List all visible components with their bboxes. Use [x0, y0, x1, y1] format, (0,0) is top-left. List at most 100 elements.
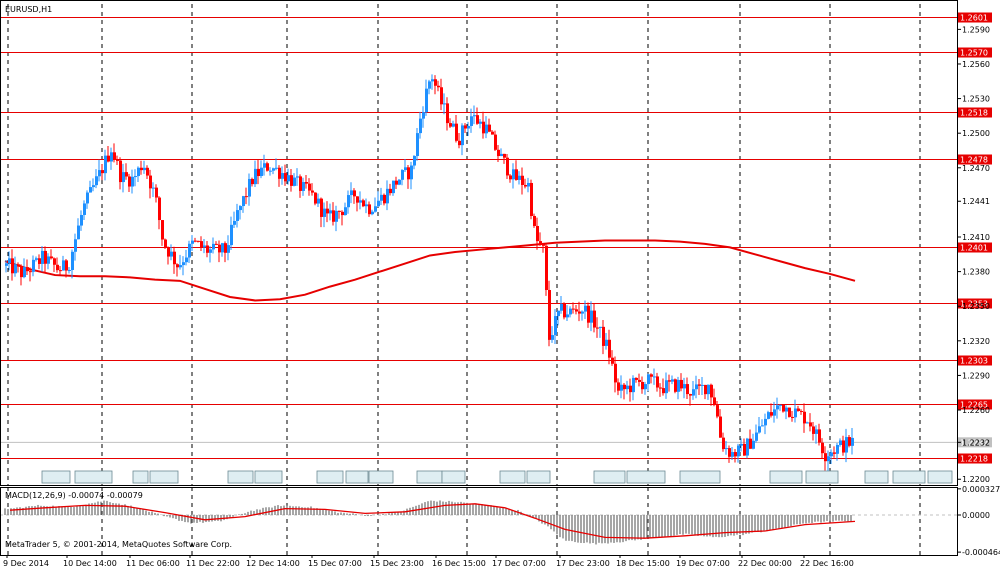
price-tick-label: 1.2590: [962, 25, 990, 34]
bull-candle: [365, 204, 368, 207]
bear-candle: [194, 240, 197, 242]
bull-candle: [707, 384, 710, 395]
bear-candle: [125, 172, 128, 177]
trade-marker-box: [345, 470, 369, 484]
bull-candle: [275, 167, 278, 169]
trade-marker-box: [316, 470, 344, 484]
bear-candle: [848, 437, 851, 446]
bear-candle: [488, 124, 491, 132]
bear-candle: [611, 357, 614, 364]
bear-candle: [308, 183, 311, 191]
bear-candle: [497, 149, 500, 157]
bull-candle: [233, 220, 236, 225]
trade-marker-box: [679, 470, 721, 484]
bull-candle: [581, 311, 584, 314]
level-price-label: 1.2353: [960, 300, 988, 309]
bear-candle: [533, 215, 536, 226]
bull-candle: [827, 456, 830, 462]
bear-candle: [440, 87, 443, 105]
bear-candle: [353, 190, 356, 197]
bull-candle: [665, 380, 668, 394]
bull-candle: [35, 258, 38, 260]
bear-candle: [314, 192, 317, 204]
bear-candle: [575, 309, 578, 312]
tick-box-strip: [41, 470, 953, 484]
trade-marker-box: [927, 470, 953, 484]
level-price-label: 1.2518: [960, 109, 988, 118]
bull-candle: [554, 316, 557, 336]
bear-candle: [722, 437, 725, 450]
bear-candle: [602, 326, 605, 346]
bear-candle: [770, 412, 773, 416]
bear-candle: [299, 176, 302, 191]
price-tick-label: 1.2530: [962, 95, 990, 104]
bull-candle: [431, 79, 434, 82]
bull-candle: [590, 310, 593, 323]
bear-candle: [728, 448, 731, 457]
bear-candle: [173, 251, 176, 265]
level-price-label: 1.2478: [960, 156, 988, 165]
bull-candle: [806, 422, 809, 424]
bear-candle: [689, 394, 692, 396]
bear-candle: [116, 159, 119, 161]
bull-candle: [830, 452, 833, 457]
bear-candle: [635, 377, 638, 380]
bull-candle: [845, 437, 848, 453]
bear-candle: [842, 440, 845, 453]
bull-candle: [242, 196, 245, 207]
bear-candle: [446, 103, 449, 124]
bull-candle: [323, 208, 326, 217]
bull-candle: [236, 210, 239, 221]
bull-candle: [209, 249, 212, 253]
bull-candle: [380, 194, 383, 201]
bear-candle: [797, 408, 800, 412]
trade-marker-box: [499, 470, 526, 484]
bear-candle: [545, 245, 548, 291]
bear-candle: [782, 404, 785, 412]
bear-candle: [197, 240, 200, 242]
trade-marker-box: [368, 470, 394, 484]
x-tick-label: 11 Dec 22:00: [186, 559, 240, 568]
bear-candle: [356, 196, 359, 203]
bear-candle: [656, 376, 659, 388]
bear-candle: [548, 290, 551, 340]
bull-candle: [764, 418, 767, 426]
bull-candle: [182, 262, 185, 266]
trade-marker-box: [892, 470, 926, 484]
bull-candle: [467, 125, 470, 129]
trade-marker-box: [254, 470, 283, 484]
macd-tick-label: 0.000327: [962, 485, 1000, 494]
x-tick-label: 18 Dec 15:00: [616, 559, 670, 568]
bull-candle: [569, 308, 572, 315]
bull-candle: [626, 385, 629, 390]
bear-candle: [530, 182, 533, 216]
x-tick-label: 16 Dec 15:00: [432, 559, 486, 568]
bear-candle: [629, 385, 632, 393]
bull-candle: [23, 267, 26, 278]
bear-candle: [26, 267, 29, 272]
bull-candle: [14, 264, 17, 274]
bull-candle: [359, 200, 362, 203]
price-tick-label: 1.2560: [962, 60, 990, 69]
bull-candle: [755, 432, 758, 441]
price-tick-label: 1.2200: [962, 475, 990, 484]
bull-candle: [746, 438, 749, 456]
bull-candle: [392, 180, 395, 194]
bear-candle: [521, 175, 524, 185]
bull-candle: [452, 123, 455, 127]
bull-candle: [110, 152, 113, 162]
x-tick-label: 11 Dec 06:00: [126, 559, 180, 568]
bull-candle: [191, 240, 194, 244]
bear-candle: [536, 225, 539, 242]
bull-candle: [776, 405, 779, 410]
trade-marker-box: [626, 470, 666, 484]
bull-candle: [671, 379, 674, 382]
bull-candle: [443, 103, 446, 105]
bull-candle: [692, 389, 695, 396]
bull-candle: [152, 187, 155, 189]
x-tick-label: 10 Dec 14:00: [63, 559, 117, 568]
bull-candle: [599, 326, 602, 328]
bear-candle: [140, 167, 143, 171]
levels-layer: 1.26011.25701.25181.24781.24011.23531.23…: [0, 12, 992, 464]
bear-candle: [578, 311, 581, 314]
